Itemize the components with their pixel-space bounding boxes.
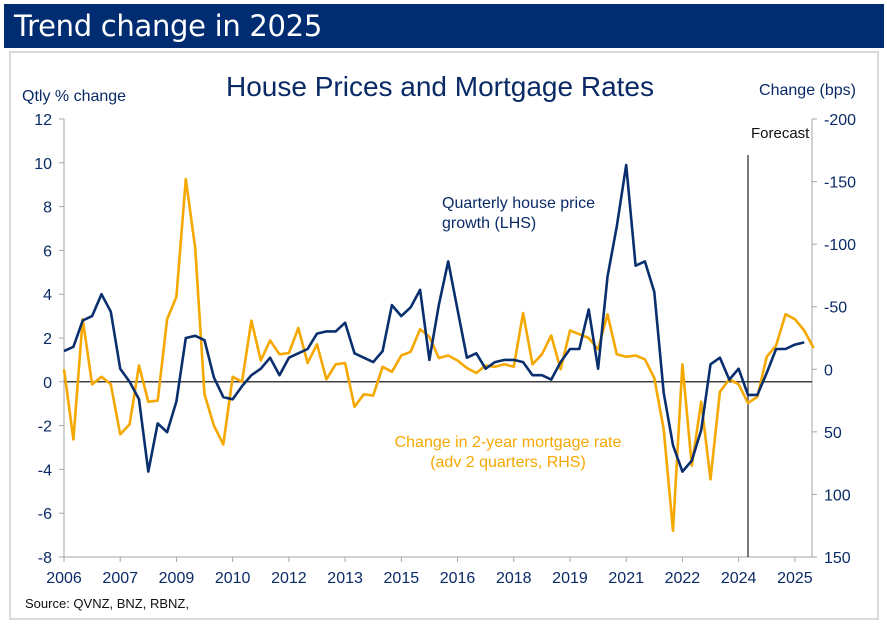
x-tick-label: 2012 bbox=[271, 570, 307, 587]
x-tick-label: 2024 bbox=[721, 570, 757, 587]
forecast-label: Forecast bbox=[751, 125, 810, 142]
mortgage-annotation-line2: (adv 2 quarters, RHS) bbox=[430, 454, 586, 471]
x-tick-label: 2006 bbox=[46, 570, 82, 587]
series-group bbox=[62, 163, 815, 533]
left-tick-label: 6 bbox=[43, 243, 52, 260]
x-tick-label: 2007 bbox=[102, 570, 138, 587]
left-tick-label: 4 bbox=[43, 287, 52, 304]
left-axis-label: Qtly % change bbox=[22, 88, 126, 105]
left-tick-label: 8 bbox=[43, 200, 52, 217]
x-tick-label: 2009 bbox=[159, 570, 195, 587]
right-tick-label: -50 bbox=[824, 300, 847, 317]
left-tick-label: 0 bbox=[43, 375, 52, 392]
right-tick-label: 100 bbox=[824, 487, 851, 504]
right-axis-label: Change (bps) bbox=[759, 82, 856, 99]
mortgage-annotation-line1: Change in 2-year mortgage rate bbox=[395, 434, 622, 451]
house-price-annotation-line2: growth (LHS) bbox=[442, 215, 536, 232]
left-tick-label: 10 bbox=[34, 156, 52, 173]
right-tick-label: 150 bbox=[824, 550, 851, 567]
x-tick-label: 2025 bbox=[777, 570, 813, 587]
x-tick-label: 2018 bbox=[496, 570, 532, 587]
left-tick-label: -4 bbox=[38, 462, 52, 479]
axes: 12 10 8 6 4 2 0 -2 -4 -6 -8 -200 -150 -100 -50 0 50 100 15… bbox=[34, 112, 856, 587]
right-tick-label: -200 bbox=[824, 112, 856, 129]
x-tick-label: 2010 bbox=[215, 570, 251, 587]
x-tick-label: 2022 bbox=[665, 570, 701, 587]
x-tick-label: 2021 bbox=[608, 570, 644, 587]
chart-frame bbox=[9, 51, 879, 620]
house-price-series-line bbox=[63, 163, 805, 473]
left-tick-label: 2 bbox=[43, 331, 52, 348]
right-tick-label: 0 bbox=[824, 362, 833, 379]
left-tick-label: -8 bbox=[38, 550, 52, 567]
house-price-annotation-line1: Quarterly house price bbox=[442, 195, 595, 212]
x-tick-label: 2019 bbox=[552, 570, 588, 587]
source-note: Source: QVNZ, BNZ, RBNZ, bbox=[25, 596, 189, 611]
left-tick-label: 12 bbox=[34, 112, 52, 129]
x-tick-label: 2016 bbox=[440, 570, 476, 587]
banner-title: Trend change in 2025 bbox=[14, 9, 322, 43]
right-tick-label: 50 bbox=[824, 425, 842, 442]
x-tick-label: 2015 bbox=[384, 570, 420, 587]
right-tick-label: -100 bbox=[824, 237, 856, 254]
x-tick-label: 2013 bbox=[327, 570, 363, 587]
right-tick-label: -150 bbox=[824, 175, 856, 192]
banner: Trend change in 2025 bbox=[4, 4, 884, 48]
chart-title: House Prices and Mortgage Rates bbox=[226, 71, 654, 102]
left-tick-label: -2 bbox=[38, 419, 52, 436]
mortgage-rate-series-line bbox=[62, 177, 815, 533]
left-tick-label: -6 bbox=[38, 506, 52, 523]
